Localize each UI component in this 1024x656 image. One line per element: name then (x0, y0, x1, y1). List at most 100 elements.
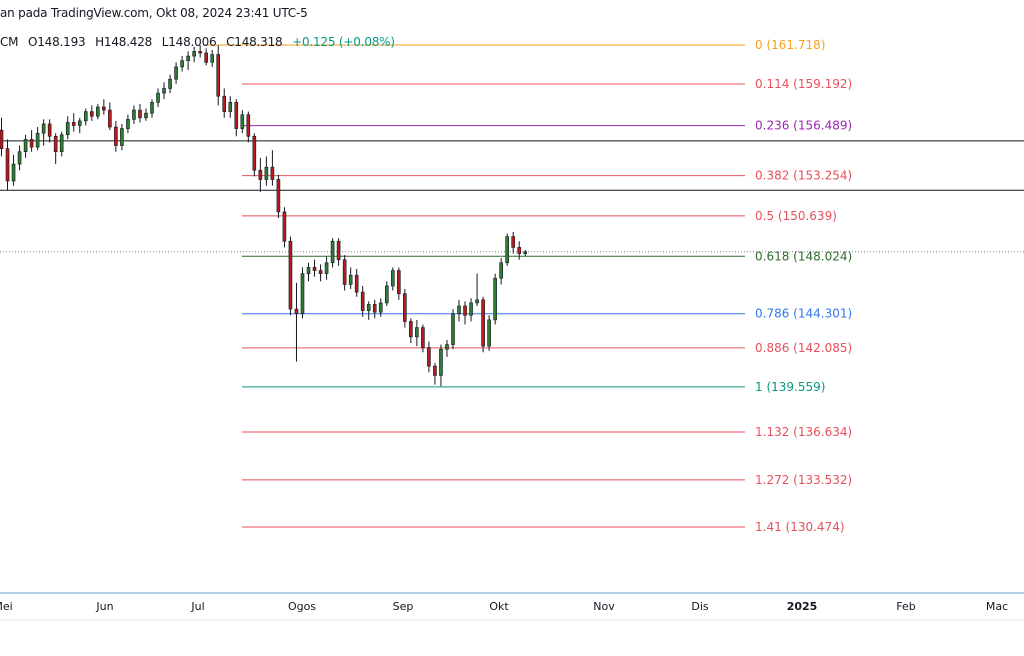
candle (487, 315, 491, 351)
candle-body-up (300, 273, 305, 315)
candle (210, 49, 214, 67)
fib-level-label-0.382: 0.382 (153.254) (755, 169, 852, 183)
fib-level-label-1.41: 1.41 (130.474) (755, 520, 845, 534)
candle (186, 51, 190, 70)
low-value: L148.006 (161, 35, 217, 49)
time-axis[interactable]: Mei Jun Jul Ogos Sep Okt Nov Dis 2025 Feb Mac (0, 592, 1024, 621)
candle (252, 133, 257, 177)
candle-body-down (318, 270, 323, 274)
candle (439, 344, 443, 387)
candle-body-up (162, 88, 166, 94)
candle-body-up (390, 270, 395, 287)
candle-body-down (288, 240, 293, 310)
fib-level-label-1.132: 1.132 (136.634) (755, 425, 852, 439)
candle (90, 105, 94, 121)
time-tick-Jun: Jun (95, 600, 113, 613)
candle (523, 250, 528, 257)
candle (77, 117, 82, 134)
fibonacci-retracement[interactable]: 0 (161.718) 0.114 (159.192) 0.236 (156.489… (205, 38, 852, 534)
attribution-text: an pada TradingView.com, Okt 08, 2024 23… (0, 6, 308, 20)
candle (258, 157, 263, 192)
candle (144, 108, 148, 121)
candle (96, 103, 100, 120)
candle-body-up (174, 66, 178, 80)
candle-body-up (156, 92, 160, 103)
candle-body-up (77, 120, 82, 126)
candle (378, 298, 383, 317)
candle-body-down (258, 169, 263, 180)
candle (83, 108, 88, 126)
candle-body-down (90, 111, 94, 117)
time-tick-Feb: Feb (896, 600, 915, 613)
candle-body-up (487, 319, 491, 347)
candle (336, 238, 341, 266)
candle (481, 296, 485, 353)
candle (427, 341, 431, 373)
candle (17, 145, 22, 171)
candle (120, 123, 124, 151)
candle (348, 267, 353, 290)
candle (174, 62, 178, 84)
candle-body-up (264, 166, 269, 180)
candle (29, 130, 34, 152)
candle-body-down (252, 135, 257, 171)
candle-body-up (523, 251, 528, 254)
candle-body-up (240, 114, 245, 129)
candle (65, 116, 70, 140)
candle-body-up (65, 122, 70, 136)
candle-body-down (336, 240, 341, 261)
fib-level-label-0.236: 0.236 (156.489) (755, 119, 852, 133)
candle (330, 238, 335, 268)
candle-body-up (505, 236, 509, 264)
symbol-suffix: CM (0, 35, 19, 49)
candlestick-series (0, 45, 528, 387)
candle-body-up (83, 111, 88, 122)
candle (288, 236, 293, 316)
candle-body-down (47, 123, 52, 137)
high-value: H148.428 (95, 35, 153, 49)
candle (246, 111, 251, 143)
candle (433, 363, 437, 385)
candle (409, 318, 413, 344)
candle-body-up (132, 109, 136, 120)
fib-level-label-1: 1 (139.559) (755, 380, 825, 394)
candle (403, 289, 407, 328)
time-tick-Ogos: Ogos (288, 600, 316, 613)
candle-body-down (360, 291, 365, 311)
candle-body-down (433, 365, 437, 376)
candle (71, 113, 76, 132)
time-tick-Jul: Jul (190, 600, 204, 613)
candle-body-down (427, 347, 431, 367)
candle-body-up (96, 106, 100, 117)
candle (192, 46, 196, 63)
candle (306, 262, 311, 282)
candle-body-up (192, 51, 196, 57)
candle-body-down (29, 139, 34, 148)
candle-body-up (348, 274, 353, 285)
fib-level-label-0.886: 0.886 (142.085) (755, 341, 852, 355)
candle (517, 241, 522, 260)
candle (469, 298, 473, 322)
candle-body-up (330, 240, 335, 264)
candle-body-up (228, 102, 233, 112)
candle (240, 110, 245, 134)
candle (180, 56, 184, 72)
candle (294, 282, 299, 362)
candle-body-up (366, 304, 371, 311)
candle-body-down (397, 270, 401, 294)
candle (360, 285, 365, 317)
candle (511, 231, 516, 254)
candle-body-up (324, 262, 329, 274)
candle (463, 301, 467, 325)
candle-body-up (378, 302, 383, 313)
candle (318, 264, 323, 282)
candle-body-up (17, 151, 22, 165)
candle (126, 114, 130, 134)
candle-body-down (481, 299, 485, 347)
candle-body-up (126, 119, 130, 129)
candle (0, 117, 4, 157)
candle-body-down (108, 109, 112, 128)
candle (499, 258, 503, 285)
candle (35, 127, 40, 151)
